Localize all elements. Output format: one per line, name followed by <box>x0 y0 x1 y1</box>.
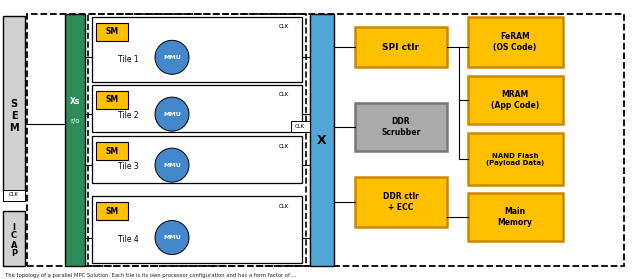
Text: FeRAM
(OS Code): FeRAM (OS Code) <box>493 32 536 52</box>
Text: SM: SM <box>106 146 118 155</box>
Bar <box>96 142 128 160</box>
Bar <box>468 76 563 124</box>
Text: DDR ctlr
+ ECC: DDR ctlr + ECC <box>383 192 419 212</box>
Circle shape <box>155 40 189 74</box>
Bar <box>355 103 447 151</box>
Circle shape <box>155 148 189 182</box>
Text: C: C <box>11 232 17 240</box>
Text: SM: SM <box>106 95 118 105</box>
Text: E: E <box>11 111 17 121</box>
Text: r/o: r/o <box>70 118 80 124</box>
Text: P: P <box>11 249 17 259</box>
Bar <box>3 190 25 201</box>
Bar <box>96 202 128 220</box>
Bar <box>92 196 302 263</box>
Text: Tile 1: Tile 1 <box>118 55 138 64</box>
Bar <box>468 17 563 67</box>
Text: A: A <box>11 240 17 249</box>
Bar <box>355 177 447 227</box>
Bar <box>310 14 334 266</box>
Text: MMU: MMU <box>163 163 181 168</box>
Text: CLK: CLK <box>279 203 289 208</box>
Text: Tile 3: Tile 3 <box>118 162 138 171</box>
Text: CLK: CLK <box>279 93 289 97</box>
Text: Tile 2: Tile 2 <box>118 111 138 120</box>
Bar <box>96 23 128 41</box>
Circle shape <box>155 220 189 254</box>
Text: SPI ctlr: SPI ctlr <box>383 42 419 52</box>
Bar <box>65 14 85 266</box>
Bar <box>3 16 25 191</box>
Text: SM: SM <box>106 28 118 37</box>
Text: The topology of a parallel MPC Solution. Each tile is its own processor configur: The topology of a parallel MPC Solution.… <box>5 273 296 278</box>
Text: Main
Memory: Main Memory <box>497 207 532 227</box>
Circle shape <box>155 97 189 131</box>
Bar <box>88 14 306 266</box>
Bar <box>291 121 310 132</box>
Bar <box>96 91 128 109</box>
Text: MMU: MMU <box>163 55 181 60</box>
Bar <box>92 17 302 82</box>
Bar <box>3 211 25 266</box>
Bar <box>92 136 302 183</box>
Text: MMU: MMU <box>163 235 181 240</box>
Text: CLK: CLK <box>295 124 305 129</box>
Text: MRAM
(App Code): MRAM (App Code) <box>491 90 539 110</box>
Text: CLK: CLK <box>279 25 289 30</box>
Text: Xs: Xs <box>70 97 80 105</box>
Bar <box>468 133 563 185</box>
Text: DDR
Scrubber: DDR Scrubber <box>381 117 420 137</box>
Text: NAND Flash
(Payload Data): NAND Flash (Payload Data) <box>486 153 544 165</box>
Bar <box>92 85 302 132</box>
Text: CLK: CLK <box>9 193 19 198</box>
Bar <box>468 193 563 241</box>
Text: S: S <box>10 99 17 109</box>
Text: X: X <box>317 133 327 146</box>
Text: CLK: CLK <box>279 143 289 148</box>
Text: Tile 4: Tile 4 <box>118 235 138 244</box>
Bar <box>355 27 447 67</box>
Text: SM: SM <box>106 206 118 215</box>
Text: M: M <box>9 123 19 133</box>
Text: MMU: MMU <box>163 112 181 117</box>
Text: I: I <box>13 222 15 232</box>
